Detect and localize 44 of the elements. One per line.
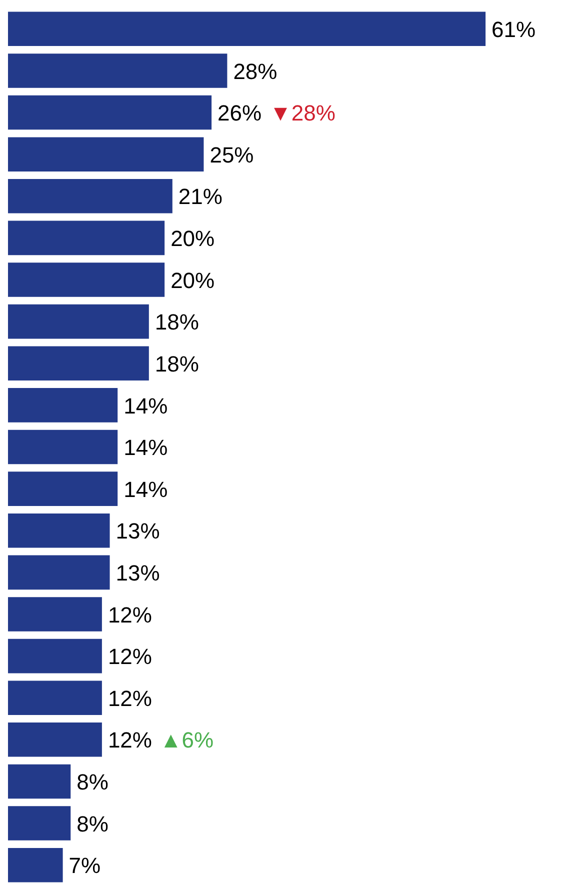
- bar: [8, 638, 102, 674]
- data-label: 14%: [124, 476, 168, 502]
- bar: [8, 513, 110, 548]
- data-label: 8%: [76, 770, 108, 795]
- bar: [8, 597, 102, 632]
- data-label: 28%: [233, 58, 278, 84]
- bar: [8, 430, 118, 464]
- bar: [8, 95, 212, 130]
- bar: [8, 764, 71, 799]
- bar: [8, 179, 172, 214]
- bar: [8, 680, 102, 715]
- bar: [8, 137, 204, 172]
- bar: [8, 555, 110, 590]
- data-label: 21%: [178, 184, 222, 210]
- data-label: 26%: [218, 100, 262, 126]
- bar: [8, 304, 149, 339]
- bar: [8, 472, 118, 506]
- data-label: 20%: [170, 226, 215, 252]
- data-label: 12%: [108, 602, 152, 628]
- data-label: 14%: [124, 435, 168, 460]
- bar: [8, 54, 228, 88]
- data-label: 18%: [154, 351, 199, 376]
- bar: [8, 722, 102, 757]
- data-label: 18%: [154, 310, 199, 335]
- bar: [8, 848, 63, 882]
- bar: [8, 806, 71, 840]
- data-label: 25%: [210, 142, 254, 168]
- annotation: ▲6%: [160, 728, 214, 753]
- data-label: 13%: [116, 560, 160, 586]
- bar: [8, 346, 149, 381]
- data-label: 20%: [170, 268, 215, 293]
- bar: [8, 262, 165, 297]
- data-label: 14%: [124, 393, 168, 418]
- bar: [8, 220, 165, 256]
- data-label: 8%: [76, 811, 108, 836]
- bar: [8, 388, 118, 422]
- data-label: 7%: [68, 853, 101, 878]
- data-label: 13%: [116, 518, 160, 544]
- data-label: 61%: [492, 16, 536, 42]
- data-label: 12%: [108, 644, 152, 670]
- annotation: ▼28%: [270, 100, 336, 126]
- data-label: 12%: [108, 686, 152, 711]
- bar: [8, 12, 486, 46]
- data-label: 12%: [108, 728, 152, 753]
